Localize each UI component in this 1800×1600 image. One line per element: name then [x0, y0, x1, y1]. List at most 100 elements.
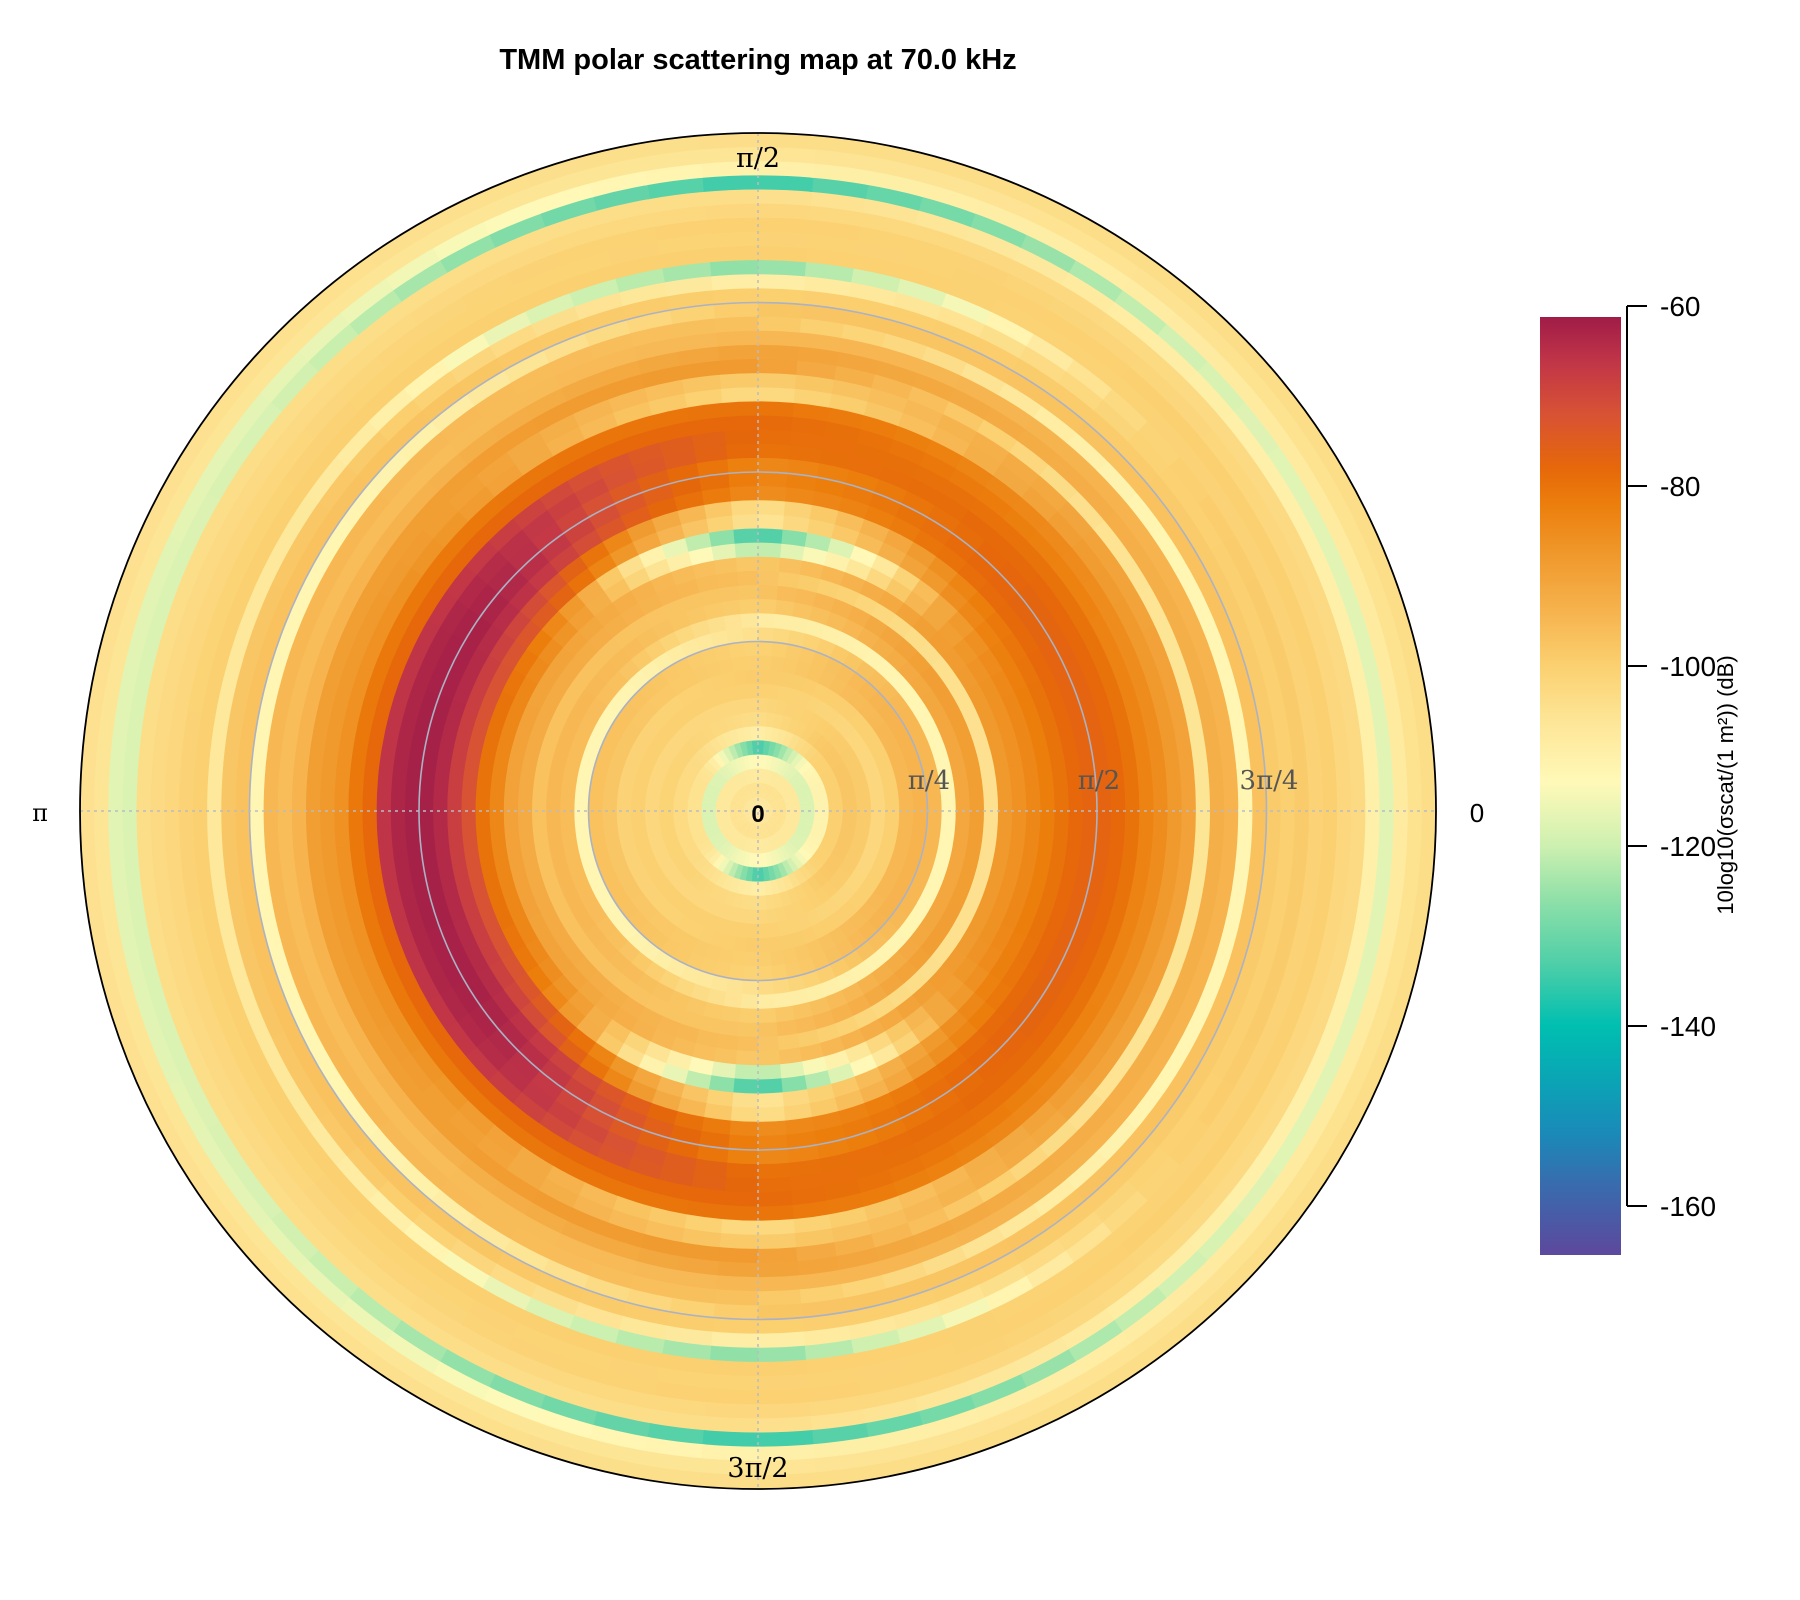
heatmap-cell [912, 209, 971, 241]
heatmap-cell [685, 996, 708, 1017]
heatmap-cell [664, 738, 683, 755]
heatmap-cell [270, 1210, 321, 1263]
heatmap-cell [372, 946, 401, 986]
heatmap-cell [1151, 1049, 1188, 1095]
heatmap-cell [557, 1000, 587, 1029]
heatmap-cell [1300, 710, 1322, 763]
heatmap-cell [757, 584, 778, 600]
heatmap-cell [501, 349, 550, 384]
heatmap-cell [960, 1347, 1018, 1383]
heatmap-cell [758, 1247, 800, 1264]
heatmap-cell [1010, 356, 1059, 395]
heatmap-cell [953, 374, 999, 408]
heatmap-cell [1025, 785, 1042, 811]
heatmap-cell [758, 1261, 801, 1278]
heatmap-cell [793, 1214, 834, 1234]
heatmap-cell [974, 539, 1009, 572]
heatmap-cell [605, 240, 660, 266]
heatmap-cell [658, 802, 674, 812]
heatmap-cell [341, 1094, 381, 1140]
heatmap-cell [1332, 1089, 1375, 1151]
heatmap-cell [1031, 404, 1077, 444]
heatmap-cell [618, 900, 640, 921]
heatmap-cell [753, 853, 759, 869]
heatmap-cell [648, 671, 669, 693]
heatmap-cell [1011, 786, 1028, 811]
heatmap-cell [943, 532, 977, 563]
heatmap-cell [239, 946, 268, 997]
heatmap-cell [1316, 655, 1343, 711]
heatmap-cell [1282, 497, 1322, 555]
heatmap-cell [756, 527, 783, 544]
heatmap-cell [721, 1219, 760, 1236]
heatmap-cell [557, 1038, 589, 1067]
heatmap-cell [1154, 959, 1184, 1003]
heatmap-cell [425, 1273, 478, 1315]
heatmap-cell [999, 450, 1040, 487]
heatmap-cell [956, 560, 989, 592]
colorbar-tick-label: -140 [1660, 1011, 1716, 1042]
heatmap-cell [997, 810, 1013, 834]
heatmap-cell [146, 536, 182, 596]
heatmap-cell [983, 810, 999, 832]
heatmap-cell [714, 330, 758, 347]
heatmap-cell [503, 1103, 541, 1137]
colorbar-tick-label: -60 [1660, 291, 1700, 322]
heatmap-cell [743, 823, 753, 838]
heatmap-cell [316, 519, 353, 566]
heatmap-cell [606, 387, 649, 414]
heatmap-cell [529, 600, 559, 631]
heatmap-cell [1192, 600, 1224, 647]
heatmap-cell [603, 1019, 632, 1045]
heatmap-cell [1039, 809, 1056, 837]
heatmap-cell [687, 756, 704, 771]
heatmap-cell [1302, 958, 1333, 1015]
heatmap-cell [382, 247, 441, 292]
heatmap-cell [798, 1269, 844, 1290]
heatmap-cell [537, 956, 564, 985]
heatmap-cell [317, 1110, 359, 1158]
heatmap-cell [793, 736, 807, 754]
heatmap-cell [1029, 474, 1068, 512]
heatmap-cell [391, 260, 448, 304]
heatmap-cell [906, 385, 950, 415]
heatmap-cell [800, 810, 816, 816]
heatmap-cell [1125, 988, 1157, 1031]
heatmap-cell [952, 1069, 987, 1101]
heatmap-cell [101, 578, 135, 642]
heatmap-cell [680, 1010, 704, 1031]
heatmap-cell [730, 832, 742, 847]
heatmap-cell [286, 302, 341, 354]
heatmap-cell [517, 1040, 551, 1072]
heatmap-cell [961, 1225, 1008, 1260]
heatmap-cell [535, 319, 585, 351]
heatmap-cell [856, 626, 880, 649]
heatmap-cell [635, 874, 655, 893]
heatmap-cell [559, 793, 576, 812]
heatmap-cell [758, 1429, 816, 1448]
heatmap-cell [1065, 430, 1108, 472]
heatmap-cell [598, 212, 655, 239]
heatmap-cell [907, 766, 926, 784]
heatmap-cell [771, 805, 787, 810]
heatmap-cell [684, 1214, 724, 1234]
heatmap-cell [719, 822, 734, 833]
heatmap-cell [116, 979, 149, 1041]
heatmap-cell [660, 785, 677, 797]
heatmap-cell [479, 737, 499, 766]
heatmap-cell [1045, 295, 1099, 337]
heatmap-cell [520, 850, 540, 875]
heatmap-cell [637, 757, 656, 773]
heatmap-cell [944, 278, 997, 312]
heatmap-cell [768, 819, 782, 830]
heatmap-cell [807, 750, 824, 766]
heatmap-cell [838, 1260, 885, 1285]
heatmap-cell [974, 972, 1003, 1003]
heatmap-cell [825, 406, 865, 429]
heatmap-cell [1147, 1101, 1188, 1148]
heatmap-cell [812, 792, 829, 802]
heatmap-cell [480, 394, 525, 431]
heatmap-cell [712, 854, 726, 870]
heatmap-cell [756, 499, 786, 516]
heatmap-cell [986, 569, 1019, 603]
